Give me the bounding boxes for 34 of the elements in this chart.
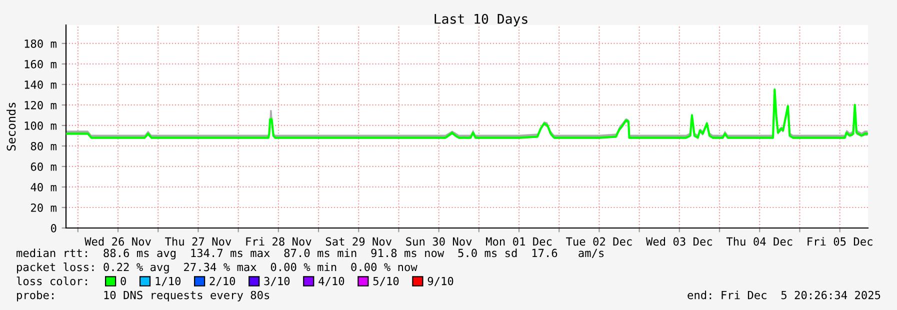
legend-label: 5/10: [373, 276, 399, 286]
legend-label: 3/10: [264, 276, 290, 286]
x-tick-label: Thu 27 Nov: [165, 237, 232, 246]
y-tick-label: 160 m: [24, 60, 56, 68]
x-tick-label: Tue 02 Dec: [566, 237, 632, 246]
legend-label: 0: [120, 276, 126, 286]
y-tick-label: 180 m: [24, 39, 56, 48]
y-tick-label: 40 m: [30, 182, 56, 192]
text: loss color:: [16, 276, 87, 286]
x-tick-label: Wed 03 Dec: [646, 237, 712, 246]
y-tick-label: 60 m: [30, 162, 56, 171]
y-tick-label: 120 m: [24, 100, 56, 110]
text: end: Fri Dec 5 20:26:34 2025: [688, 290, 880, 300]
x-tick-label: Fri 28 Nov: [246, 237, 312, 246]
text: median rtt: 88.6 ms avg 134.7 ms max 87.0 ms min 91.8 ms now 5.0 ms sd 17.6 am/s: [16, 248, 604, 260]
legend-label: 4/10: [318, 276, 344, 286]
y-tick-label: 140 m: [24, 80, 56, 89]
x-tick-label: Thu 04 Dec: [726, 237, 792, 246]
x-tick-label: Wed 26 Nov: [84, 237, 151, 246]
legend-label: 1/10: [156, 276, 181, 286]
y-tick-label: 20 m: [31, 204, 56, 212]
legend-label: 2/10: [210, 276, 236, 286]
text: packet loss: 0.22 % avg 27.34 % max 0.00 % min 0.00 % now: [17, 262, 418, 274]
x-tick-label: Sun 30 Nov: [406, 237, 472, 246]
text: probe: 10 DNS requests every 80s: [17, 290, 270, 302]
legend-label: 9/10: [428, 276, 454, 286]
chart-title: Last 10 Days: [434, 14, 528, 26]
x-tick-label: Sat 29 Nov: [326, 237, 392, 246]
y-tick-label: 100 m: [24, 121, 56, 130]
x-tick-label: Mon 01 Dec: [486, 237, 552, 246]
x-tick-label: Fri 05 Dec: [808, 237, 872, 246]
y-tick-label: 0: [51, 224, 56, 232]
y-axis-title: Seconds: [6, 102, 16, 151]
y-tick-label: 80 m: [30, 142, 56, 150]
